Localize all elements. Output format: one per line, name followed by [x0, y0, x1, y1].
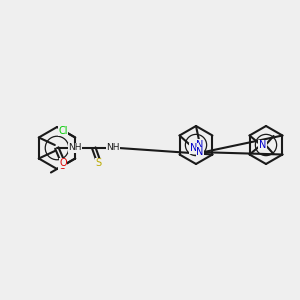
Text: N: N	[259, 140, 266, 150]
Text: S: S	[96, 158, 102, 168]
Text: N: N	[196, 147, 204, 157]
Text: NH: NH	[68, 143, 82, 152]
Text: NH: NH	[106, 143, 120, 152]
Text: N: N	[190, 143, 197, 153]
Text: O: O	[59, 158, 67, 168]
Text: Cl: Cl	[58, 125, 68, 136]
Text: O: O	[58, 161, 66, 171]
Text: N: N	[196, 140, 204, 150]
